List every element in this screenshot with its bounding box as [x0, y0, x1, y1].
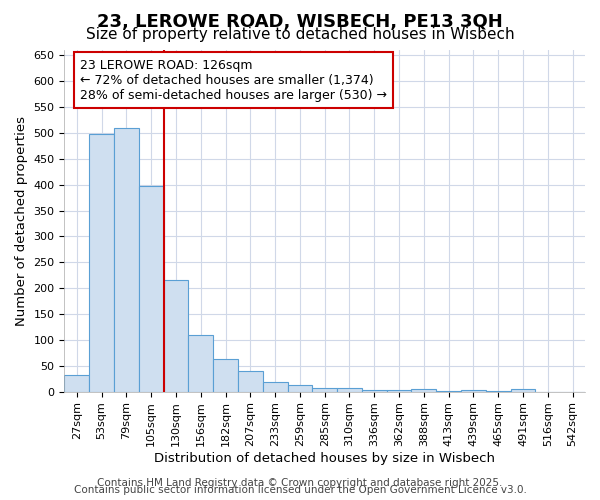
Bar	[188, 335, 213, 392]
Bar	[263, 382, 287, 392]
Bar	[139, 186, 164, 392]
Bar	[64, 374, 89, 392]
Bar	[412, 388, 436, 392]
Bar	[337, 388, 362, 392]
Text: Contains HM Land Registry data © Crown copyright and database right 2025.: Contains HM Land Registry data © Crown c…	[97, 478, 503, 488]
Bar	[461, 390, 486, 392]
Bar	[287, 385, 313, 392]
Bar	[213, 359, 238, 392]
Bar	[511, 389, 535, 392]
Bar	[362, 390, 386, 392]
Bar	[436, 391, 461, 392]
Y-axis label: Number of detached properties: Number of detached properties	[15, 116, 28, 326]
Bar	[89, 134, 114, 392]
Text: Contains public sector information licensed under the Open Government Licence v3: Contains public sector information licen…	[74, 485, 526, 495]
X-axis label: Distribution of detached houses by size in Wisbech: Distribution of detached houses by size …	[154, 452, 495, 465]
Bar	[114, 128, 139, 392]
Text: 23, LEROWE ROAD, WISBECH, PE13 3QH: 23, LEROWE ROAD, WISBECH, PE13 3QH	[97, 12, 503, 30]
Text: 23 LEROWE ROAD: 126sqm
← 72% of detached houses are smaller (1,374)
28% of semi-: 23 LEROWE ROAD: 126sqm ← 72% of detached…	[80, 58, 387, 102]
Text: Size of property relative to detached houses in Wisbech: Size of property relative to detached ho…	[86, 28, 514, 42]
Bar	[238, 371, 263, 392]
Bar	[486, 391, 511, 392]
Bar	[386, 390, 412, 392]
Bar	[164, 280, 188, 392]
Bar	[313, 388, 337, 392]
